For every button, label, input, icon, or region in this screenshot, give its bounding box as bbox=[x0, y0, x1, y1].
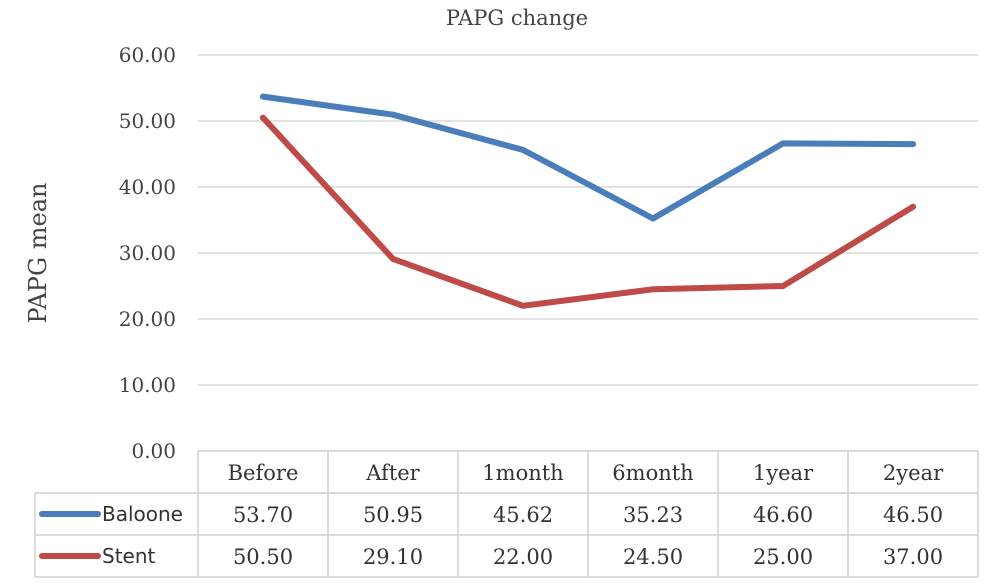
data-label: 53.70 bbox=[233, 503, 293, 527]
data-point-stent bbox=[520, 302, 526, 309]
series-name: Stent bbox=[102, 544, 156, 568]
data-label: 50.50 bbox=[233, 545, 293, 569]
data-point-baloone bbox=[520, 146, 526, 153]
series-lines bbox=[260, 93, 916, 309]
y-tick-label: 20.00 bbox=[119, 307, 176, 331]
category-label: Before bbox=[228, 461, 299, 485]
data-point-stent bbox=[260, 114, 266, 121]
data-point-baloone bbox=[650, 215, 656, 222]
y-tick-label: 30.00 bbox=[119, 241, 176, 265]
data-label: 29.10 bbox=[363, 545, 423, 569]
category-label: 1year bbox=[753, 461, 814, 485]
chart-title: PAPG change bbox=[446, 6, 588, 30]
data-point-baloone bbox=[390, 111, 396, 118]
y-axis-label: PAPG mean bbox=[24, 183, 52, 324]
category-label: After bbox=[365, 461, 420, 485]
data-point-stent bbox=[780, 283, 786, 289]
data-point-stent bbox=[650, 286, 656, 293]
data-label: 22.00 bbox=[493, 545, 553, 569]
data-point-baloone bbox=[910, 141, 916, 148]
series-line-baloone bbox=[260, 93, 916, 222]
data-point-stent bbox=[910, 203, 916, 210]
data-point-baloone bbox=[260, 93, 266, 100]
y-tick-label: 60.00 bbox=[119, 43, 176, 67]
data-label: 46.60 bbox=[753, 503, 813, 527]
data-label: 50.95 bbox=[363, 503, 423, 527]
y-tick-label: 10.00 bbox=[119, 373, 176, 397]
data-label: 46.50 bbox=[883, 503, 943, 527]
y-tick-label: 40.00 bbox=[119, 175, 176, 199]
category-label: 1month bbox=[482, 461, 563, 485]
y-axis-ticks: 0.00 10.00 20.00 30.00 40.00 50.00 60.00 bbox=[119, 43, 176, 463]
data-label: 24.50 bbox=[623, 545, 683, 569]
category-label: 2year bbox=[883, 461, 944, 485]
data-label: 45.62 bbox=[493, 503, 553, 527]
y-tick-label: 0.00 bbox=[131, 439, 176, 463]
data-point-stent bbox=[390, 255, 396, 262]
data-label: 37.00 bbox=[883, 545, 943, 569]
category-label: 6month bbox=[612, 461, 693, 485]
data-label: 25.00 bbox=[753, 545, 813, 569]
series-line-stent bbox=[260, 114, 916, 309]
data-point-baloone bbox=[780, 140, 786, 147]
data-label: 35.23 bbox=[623, 503, 683, 527]
y-tick-label: 50.00 bbox=[119, 109, 176, 133]
data-table: Before After 1month 6month 1year 2year Baloone… bbox=[34, 450, 979, 578]
series-name: Baloone bbox=[102, 502, 183, 526]
